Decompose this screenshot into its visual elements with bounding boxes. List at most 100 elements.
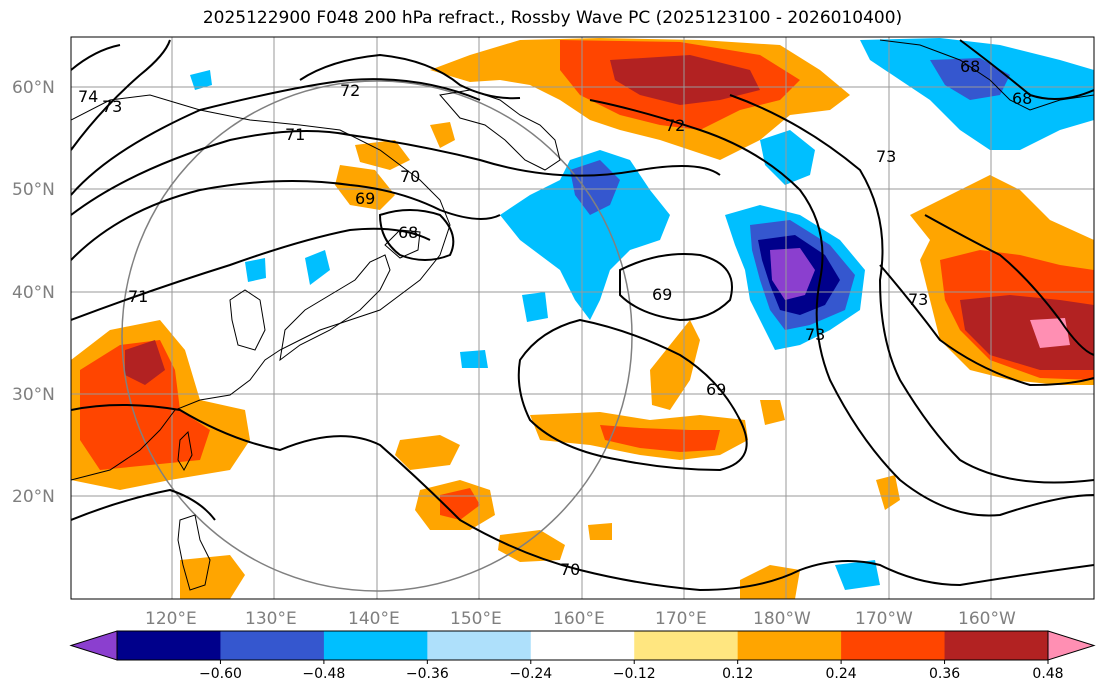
colorbar-tick-label: −0.60 bbox=[199, 666, 242, 682]
colorbar-tick-label: 0.36 bbox=[929, 666, 960, 682]
contour-73-east bbox=[729, 94, 1094, 484]
contour-72-north bbox=[299, 53, 521, 100]
colorbar-tick-label: 0.12 bbox=[722, 666, 753, 682]
contour-northeast-68 bbox=[959, 39, 1094, 100]
contour-68-center bbox=[378, 209, 455, 261]
colorbar-segment bbox=[737, 631, 842, 660]
coastlines bbox=[71, 39, 1094, 591]
coast-korea bbox=[229, 289, 266, 351]
colorbar-segment bbox=[220, 631, 325, 660]
colorbar-extend-high bbox=[1047, 630, 1096, 661]
negative-anomaly-blob-small-5 bbox=[835, 560, 880, 590]
contour-east-ridge bbox=[924, 214, 1094, 356]
contour-69-west bbox=[71, 227, 431, 321]
colorbar-extend-low bbox=[69, 630, 118, 661]
lon-label-130e: 130°E bbox=[245, 609, 297, 629]
contour-69-south bbox=[517, 318, 748, 472]
contour-label: 71 bbox=[128, 287, 148, 306]
contour-label: 74 bbox=[78, 87, 98, 106]
map-title: 2025122900 F048 200 hPa refract., Rossby… bbox=[202, 8, 903, 28]
contour-label: 72 bbox=[665, 116, 685, 135]
lon-label-120e: 120°E bbox=[145, 609, 197, 629]
colorbar-outline bbox=[116, 630, 1049, 661]
colorbar-segment bbox=[427, 631, 532, 660]
negative-anomaly-blob-small-1 bbox=[522, 292, 548, 322]
map-frame bbox=[70, 36, 1095, 600]
colorbar-tick-label: −0.36 bbox=[406, 666, 449, 682]
contour-72-west bbox=[71, 78, 481, 196]
colorbar-tick-label: −0.48 bbox=[302, 666, 345, 682]
negative-anomaly-dateline-max bbox=[770, 248, 815, 300]
colorbar-tick-label: 0.48 bbox=[1032, 666, 1063, 682]
lat-label-40n: 40°N bbox=[12, 283, 55, 303]
colorbar-segment bbox=[944, 631, 1049, 660]
contour-label: 73 bbox=[805, 325, 825, 344]
contour-73-southeast bbox=[879, 264, 1094, 387]
positive-anomaly-eastpacific-max bbox=[960, 295, 1094, 370]
coast-kamchatka bbox=[439, 89, 561, 171]
colorbar-tick-label: −0.12 bbox=[613, 666, 656, 682]
negative-anomaly-blob-small-4 bbox=[245, 258, 266, 282]
coast-hokkaido bbox=[384, 229, 421, 259]
contour-label: 71 bbox=[285, 125, 305, 144]
coast-taiwan bbox=[177, 430, 193, 472]
latitude-labels: 60°N 50°N 40°N 30°N 20°N bbox=[12, 78, 55, 507]
contour-label: 70 bbox=[560, 560, 580, 579]
contour-label: 73 bbox=[908, 290, 928, 309]
positive-anomaly-blob-11 bbox=[760, 400, 785, 425]
positive-anomaly-blob-7 bbox=[430, 122, 455, 148]
colorbar-segment bbox=[117, 631, 221, 660]
contour-label: 68 bbox=[398, 223, 418, 242]
positive-anomaly-blob-12 bbox=[588, 523, 612, 540]
colorbar-tick-label: −0.24 bbox=[509, 666, 552, 682]
lon-label-170w: 170°W bbox=[855, 609, 913, 629]
colorbar: −0.60 −0.48 −0.36 −0.24 −0.12 0.12 0.24 0.36 0.4… bbox=[69, 630, 1096, 682]
lon-label-150e: 150°E bbox=[450, 609, 502, 629]
coast-philippines bbox=[177, 514, 211, 591]
contour-69-mid bbox=[619, 253, 733, 322]
positive-anomaly-blob-4 bbox=[650, 320, 700, 410]
contour-label: 68 bbox=[960, 57, 980, 76]
contour-label: 73 bbox=[876, 147, 896, 166]
lon-label-160w: 160°W bbox=[958, 609, 1016, 629]
contour-label: 72 bbox=[340, 81, 360, 100]
coast-east-asia bbox=[71, 94, 451, 481]
contour-74 bbox=[71, 44, 121, 71]
positive-anomaly-eastpacific-peak bbox=[1030, 318, 1070, 348]
contour-labels: 74 73 72 71 71 72 73 70 69 68 69 73 73 6… bbox=[78, 57, 1032, 579]
graticule bbox=[71, 37, 1094, 599]
contour-label: 70 bbox=[400, 167, 420, 186]
positive-anomaly-southchina-max bbox=[125, 340, 165, 385]
negative-anomaly-blob-gulf bbox=[760, 130, 815, 185]
negative-anomaly-kuril bbox=[500, 150, 670, 320]
lat-label-50n: 50°N bbox=[12, 180, 55, 200]
contour-70-west bbox=[71, 180, 501, 261]
lon-label-140e: 140°E bbox=[348, 609, 400, 629]
lat-label-20n: 20°N bbox=[12, 487, 55, 507]
contour-label: 69 bbox=[706, 380, 726, 399]
colorbar-segment bbox=[841, 631, 946, 660]
contour-lines bbox=[71, 39, 1094, 592]
colorbar-segment bbox=[530, 631, 635, 660]
longitude-labels: 120°E 130°E 140°E 150°E 160°E 170°E 180°… bbox=[145, 609, 1016, 629]
contour-72-east bbox=[589, 99, 1094, 517]
colorbar-tick-label: 0.24 bbox=[826, 666, 857, 682]
contour-71-southwest bbox=[71, 488, 216, 521]
contour-label: 69 bbox=[652, 285, 672, 304]
negative-anomaly-alaska-core bbox=[930, 58, 1010, 100]
lon-label-160e: 160°E bbox=[553, 609, 605, 629]
positive-anomaly-northpacific-max bbox=[610, 55, 760, 105]
map-content: 74 73 72 71 71 72 73 70 69 68 69 73 73 6… bbox=[71, 37, 1094, 599]
negative-anomaly-blob-small-3 bbox=[305, 250, 330, 285]
great-circle bbox=[121, 80, 633, 592]
contour-70-south bbox=[71, 404, 1094, 592]
colorbar-segment bbox=[323, 631, 428, 660]
colorbar-segment bbox=[634, 631, 739, 660]
lon-label-180w: 180°W bbox=[753, 609, 811, 629]
positive-anomaly-blob-10 bbox=[876, 475, 900, 510]
coast-japan bbox=[279, 254, 391, 362]
lon-label-170e: 170°E bbox=[655, 609, 707, 629]
positive-anomaly-blob-3 bbox=[498, 530, 565, 562]
coast-alaska bbox=[879, 39, 1094, 111]
